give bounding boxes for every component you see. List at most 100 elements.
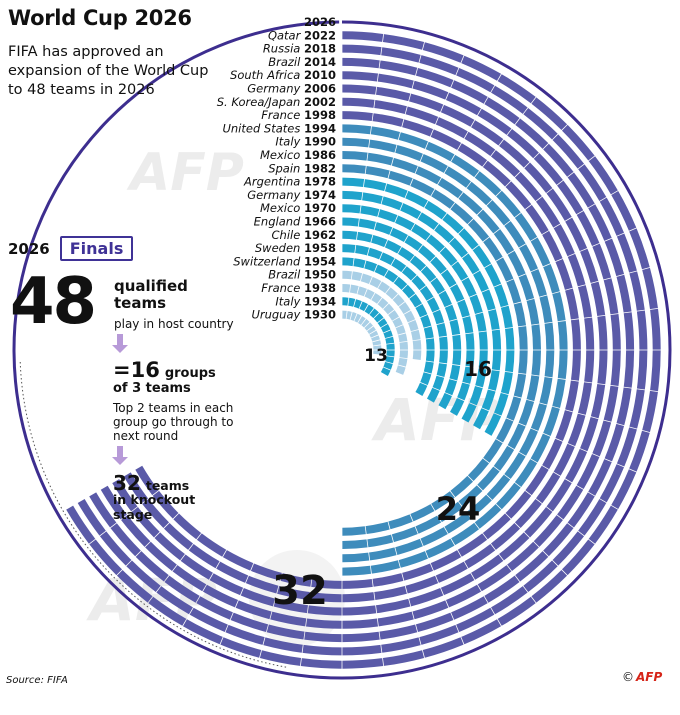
ring-segment — [392, 294, 405, 307]
ring-segment — [477, 466, 500, 491]
ring-segment — [342, 31, 384, 42]
ring-segment — [342, 526, 366, 536]
ring-segment — [629, 430, 650, 472]
host-name: Switzerland — [233, 254, 304, 268]
ring-segment — [484, 575, 520, 603]
ring-segment — [434, 224, 455, 243]
ring-segment — [364, 260, 378, 272]
ring-segment — [565, 448, 588, 483]
ring-segment — [395, 538, 423, 555]
ring-segment — [481, 289, 496, 311]
host-name: France — [261, 108, 304, 122]
ring-segment — [552, 378, 566, 409]
down-arrow-icon — [112, 446, 128, 465]
ring-segment — [382, 650, 425, 666]
ring-segment — [385, 356, 395, 364]
ring-segment — [420, 527, 448, 546]
ring-segment — [410, 504, 435, 522]
ring-segment — [342, 190, 363, 201]
host-label: Sweden 1958 — [255, 241, 336, 255]
ring-segment — [449, 364, 461, 381]
ring-2014 — [89, 57, 635, 643]
ring-segment — [383, 303, 395, 315]
host-year: 1986 — [304, 148, 336, 162]
host-name: Russia — [263, 42, 304, 56]
host-year: 2010 — [304, 68, 336, 82]
host-label: Germany 1974 — [247, 188, 336, 202]
ring-segment — [425, 350, 435, 362]
host-label: Brazil 1950 — [268, 268, 336, 282]
ring-segment — [367, 534, 394, 548]
host-name: France — [261, 281, 304, 295]
ring-segment — [402, 119, 434, 137]
ring-segment — [307, 605, 342, 616]
ring-segment — [172, 565, 207, 592]
ring-segment — [370, 560, 401, 574]
ring-segment — [381, 47, 421, 63]
ring-segment — [481, 389, 496, 411]
ring-segment — [99, 531, 132, 566]
ring-segment — [546, 188, 572, 221]
host-name: Mexico — [260, 148, 304, 162]
ring-1998 — [135, 111, 581, 589]
ring-segment — [524, 162, 553, 193]
host-year: 1954 — [304, 254, 336, 268]
ring-segment — [342, 230, 358, 240]
ring-segment — [623, 312, 635, 350]
ring-segment — [374, 222, 393, 235]
ring-segment — [379, 60, 418, 76]
ring-segment — [342, 57, 380, 69]
ring-segment — [506, 279, 522, 304]
ring-segment — [202, 584, 239, 608]
ring-segment — [531, 97, 568, 131]
ring-segment — [482, 160, 511, 187]
ring-segment — [518, 326, 528, 350]
ring-segment — [309, 592, 342, 603]
ring-1938 — [342, 284, 408, 375]
ring-segment — [173, 513, 202, 540]
ring-segment — [497, 596, 536, 626]
ring-segment — [603, 278, 619, 315]
host-label: Switzerland 1954 — [233, 254, 336, 268]
ring-segment — [505, 490, 532, 519]
ring-1982 — [342, 164, 528, 536]
ring-segment — [523, 560, 558, 593]
ring-segment — [411, 223, 431, 241]
ring-segment — [603, 385, 619, 422]
ring-segment — [365, 165, 390, 179]
afp-logo: AFP — [636, 670, 663, 684]
ring-segment — [431, 491, 455, 511]
ring-segment — [220, 637, 262, 658]
ring-segment — [374, 585, 407, 600]
ring-segment — [385, 336, 395, 344]
ring-segment — [408, 588, 444, 607]
ring-segment — [488, 370, 500, 391]
ring-segment — [483, 237, 503, 261]
ring-segment — [458, 485, 483, 508]
ring-segment — [398, 357, 408, 367]
ring-segment — [371, 293, 382, 304]
ring-segment — [544, 322, 555, 350]
ring-segment — [403, 310, 416, 323]
ring-segment — [565, 380, 579, 412]
ring-segment — [411, 275, 426, 291]
ring-segment — [398, 551, 428, 568]
ring-segment — [507, 250, 526, 277]
ring-segment — [342, 565, 372, 576]
ring-segment — [392, 317, 403, 328]
ring-segment — [398, 132, 428, 149]
ring-segment — [467, 218, 490, 242]
ring-segment — [430, 129, 462, 150]
ring-segment — [404, 235, 423, 252]
ring-segment — [342, 257, 354, 267]
ring-segment — [474, 171, 502, 196]
ring-segment — [415, 515, 442, 534]
ring-segment — [342, 204, 361, 214]
host-year: 2018 — [304, 42, 336, 56]
ring-segment — [126, 560, 161, 593]
host-name: Qatar — [268, 28, 304, 42]
ring-segment — [570, 350, 581, 381]
host-year: 2006 — [304, 82, 336, 96]
ring-segment — [488, 309, 500, 330]
